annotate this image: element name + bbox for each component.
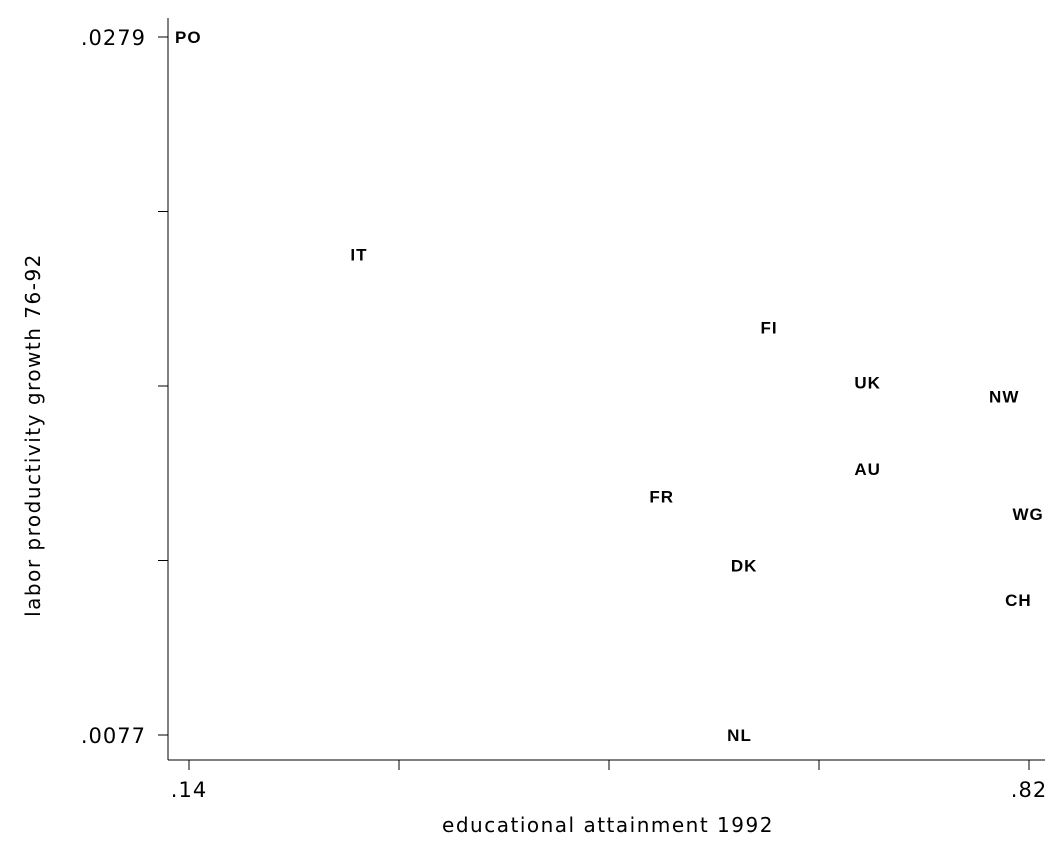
data-point-uk: UK	[854, 374, 881, 393]
y-tick-label: .0077	[81, 724, 146, 748]
y-ticks: .0077 .0279	[81, 26, 168, 748]
y-axis-title: labor productivity growth 76-92	[21, 253, 45, 617]
data-point-ch: CH	[1005, 591, 1032, 610]
y-tick-label: .0279	[81, 26, 146, 50]
data-point-dk: DK	[731, 557, 758, 576]
x-ticks: .14 .82	[171, 760, 1047, 802]
axes	[167, 18, 1045, 761]
x-tick-label: .14	[171, 778, 207, 802]
data-point-fr: FR	[649, 488, 674, 507]
data-point-au: AU	[854, 460, 881, 479]
data-point-fi: FI	[761, 318, 778, 337]
data-point-wg: WG	[1013, 505, 1044, 524]
data-point-nl: NL	[727, 726, 752, 745]
data-point-it: IT	[350, 246, 367, 265]
data-points: PO IT FI UK NW AU FR WG DK CH NL	[175, 28, 1044, 745]
data-point-po: PO	[175, 28, 202, 47]
data-point-nw: NW	[989, 387, 1019, 406]
x-tick-label: .82	[1011, 778, 1047, 802]
x-axis-title: educational attainment 1992	[442, 813, 774, 837]
